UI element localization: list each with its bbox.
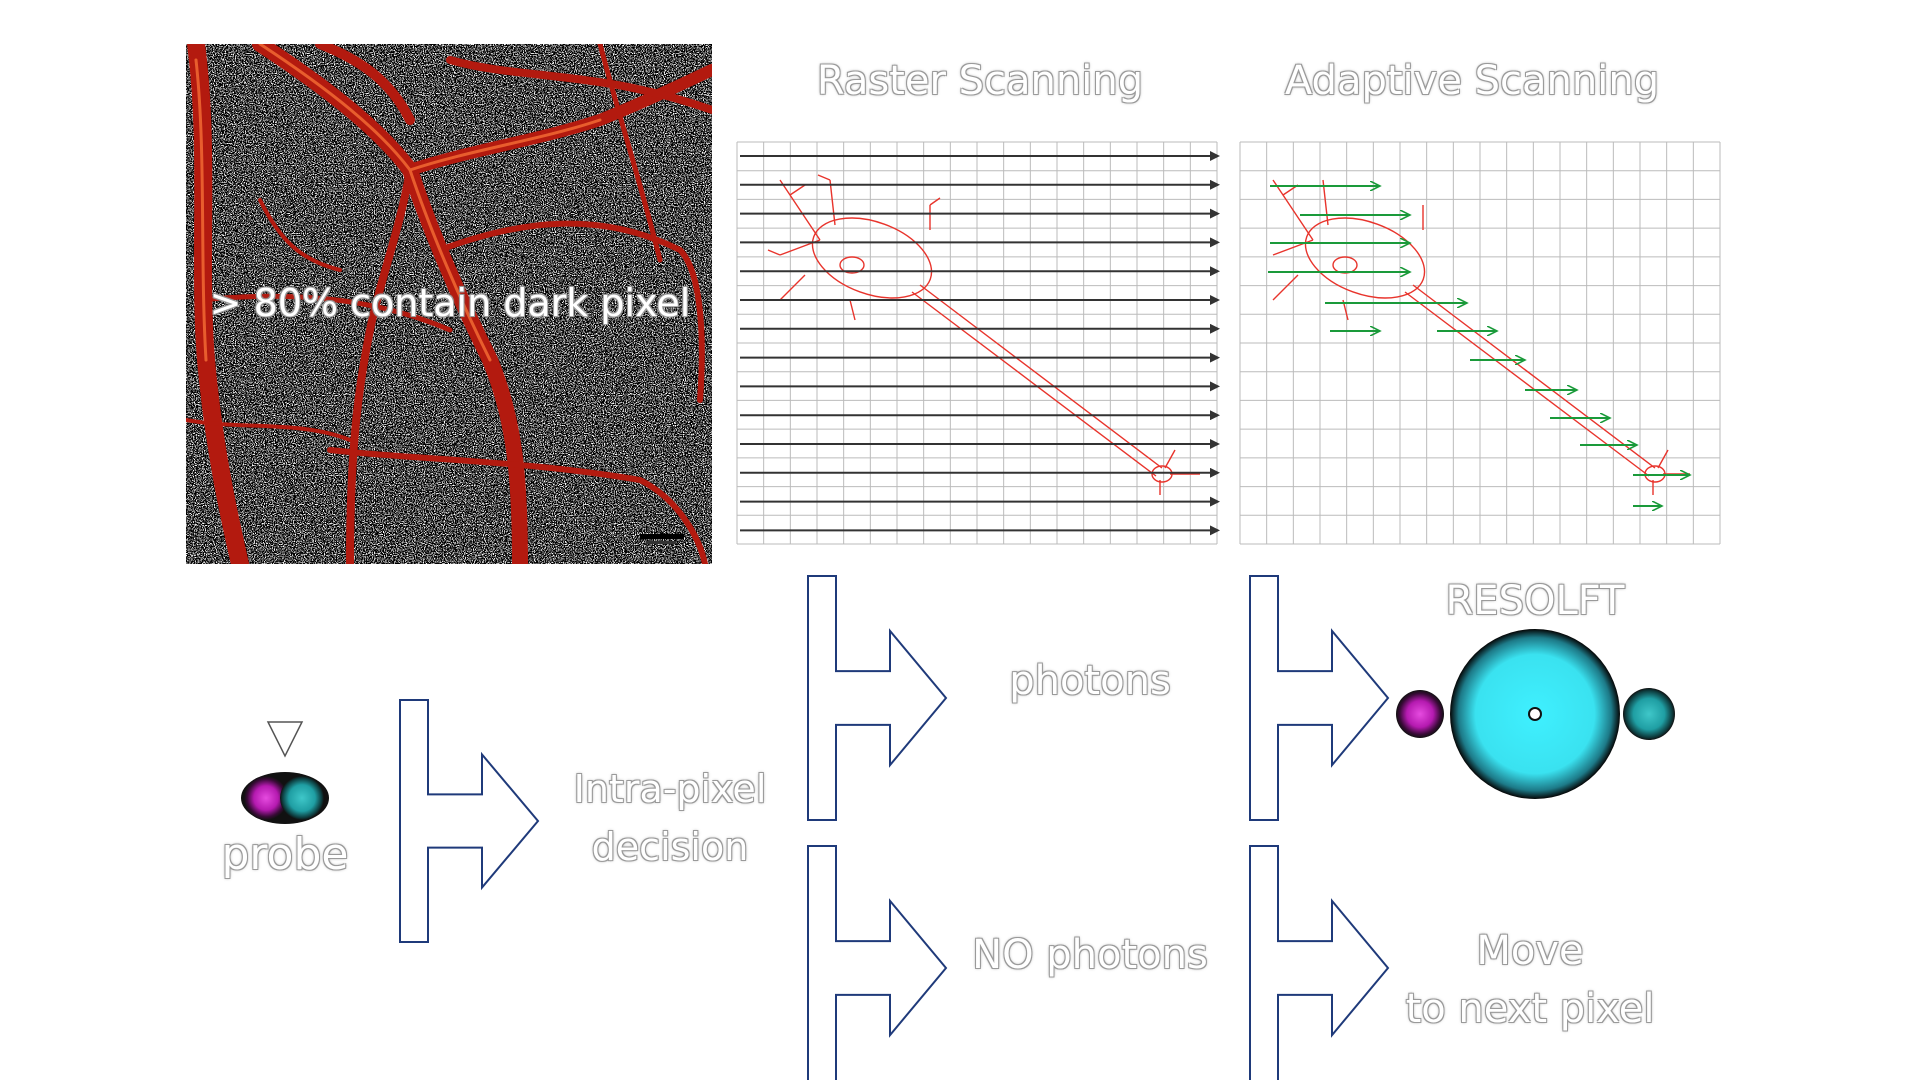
move-label-line1: Move	[1476, 928, 1584, 974]
scale-bar	[640, 534, 684, 544]
flow-arrow	[807, 845, 948, 1080]
decision-label-line1: Intra-pixel	[573, 767, 767, 811]
raster-panel	[736, 141, 1220, 545]
photons-label: photons	[1009, 658, 1171, 704]
adaptive-neuron	[1272, 179, 1690, 495]
decision-label: Intra-pixel decision	[540, 767, 800, 869]
flow-arrow	[1249, 845, 1390, 1080]
probe-icon	[241, 772, 329, 824]
flow-arrows	[399, 575, 1390, 1080]
raster-grid	[736, 141, 1218, 545]
resolft-label: RESOLFT	[1445, 578, 1625, 624]
tissue-overlay-text: > 80% contain dark pixel	[209, 281, 691, 325]
adaptive-grid	[1239, 141, 1721, 545]
probe-group	[241, 721, 329, 824]
move-label: Move to next pixel	[1380, 928, 1680, 1032]
adaptive-scan-lines	[1268, 186, 1690, 506]
raster-scan-lines	[740, 151, 1220, 536]
flow-arrow	[1249, 575, 1390, 821]
resolft-spot-icon	[1396, 629, 1675, 799]
adaptive-title: Adaptive Scanning	[1284, 58, 1660, 104]
adaptive-panel	[1239, 141, 1721, 545]
down-triangle-icon	[266, 721, 304, 758]
no-photons-label: NO photons	[972, 932, 1208, 978]
decision-label-line2: decision	[591, 824, 749, 869]
flow-arrow	[807, 575, 948, 821]
raster-neuron	[767, 174, 1200, 495]
move-label-line2: to next pixel	[1405, 986, 1655, 1032]
probe-label: probe	[221, 829, 349, 880]
tissue-image	[186, 44, 712, 564]
raster-title: Raster Scanning	[816, 58, 1144, 104]
flow-arrow	[399, 699, 540, 943]
